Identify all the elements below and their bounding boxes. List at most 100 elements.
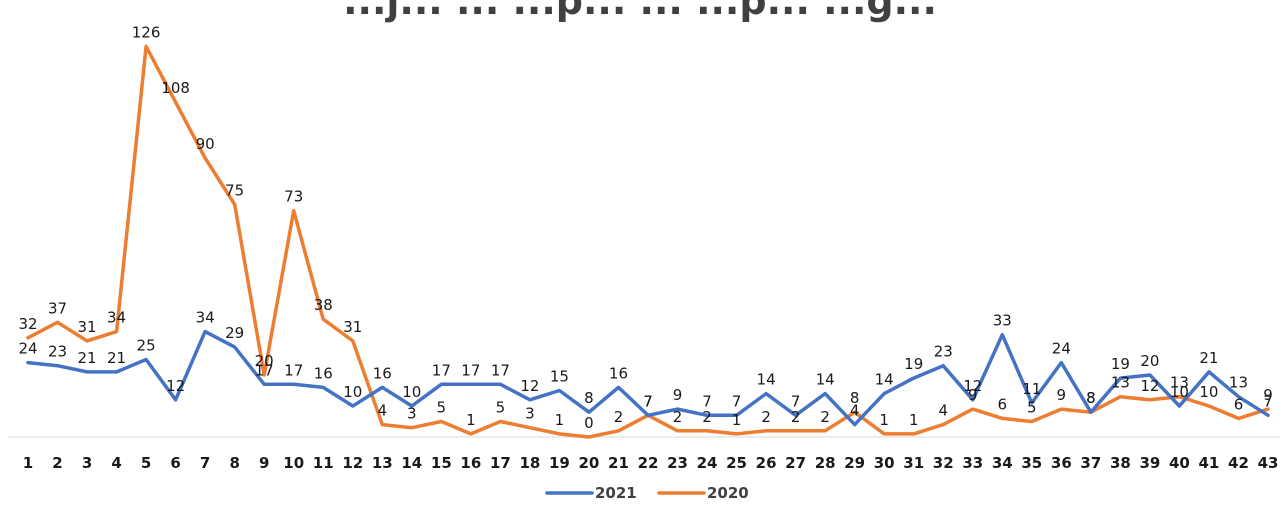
data-label-2020: 10 — [1199, 383, 1218, 401]
data-label-2020: 1 — [909, 411, 919, 429]
data-label-2021: 24 — [1052, 340, 1071, 358]
data-label-2020: 4 — [938, 402, 948, 420]
data-label-2021: 14 — [816, 371, 835, 389]
series-layer — [26, 44, 1270, 439]
data-label-2021: 17 — [491, 361, 510, 379]
data-label-2021: 34 — [196, 309, 215, 327]
x-tick-label: 32 — [933, 454, 954, 472]
x-tick-label: 3 — [82, 454, 92, 472]
x-tick-label: 41 — [1199, 454, 1220, 472]
data-label-2020: 0 — [584, 414, 594, 432]
data-label-2020: 13 — [1111, 374, 1130, 392]
x-tick-label: 10 — [283, 454, 304, 472]
x-tick-label: 36 — [1051, 454, 1072, 472]
data-label-2020: 2 — [761, 408, 771, 426]
data-label-2021: 21 — [78, 349, 97, 367]
x-tick-label: 34 — [992, 454, 1013, 472]
legend-label-2021: 2021 — [595, 484, 637, 501]
data-label-2020: 2 — [702, 408, 712, 426]
data-label-2021: 19 — [1111, 355, 1130, 373]
x-tick-label: 16 — [460, 454, 481, 472]
x-tick-label: 14 — [401, 454, 422, 472]
data-label-2020: 2 — [820, 408, 830, 426]
x-tick-label: 21 — [608, 454, 629, 472]
x-tick-label: 20 — [579, 454, 600, 472]
data-label-2021: 17 — [461, 361, 480, 379]
data-label-2020: 5 — [437, 399, 447, 417]
x-tick-label: 26 — [756, 454, 777, 472]
data-label-2020: 75 — [225, 182, 244, 200]
data-label-2021: 10 — [402, 383, 421, 401]
data-label-2021: 14 — [757, 371, 776, 389]
data-label-2020: 31 — [343, 318, 362, 336]
data-label-2021: 4 — [850, 402, 860, 420]
data-label-2020: 2 — [614, 408, 624, 426]
data-label-2020: 9 — [1057, 386, 1067, 404]
x-tick-label: 15 — [431, 454, 452, 472]
data-label-2020: 12 — [1140, 377, 1159, 395]
x-tick-label: 30 — [874, 454, 895, 472]
data-label-2020: 9 — [1263, 386, 1273, 404]
x-tick-label: 4 — [111, 454, 121, 472]
data-label-2020: 3 — [407, 405, 417, 423]
data-label-2021: 8 — [1086, 389, 1096, 407]
data-label-2020: 126 — [132, 23, 161, 41]
x-tick-label: 28 — [815, 454, 836, 472]
data-label-2020: 38 — [314, 296, 333, 314]
data-label-2020: 34 — [107, 309, 126, 327]
data-label-2020: 9 — [968, 386, 978, 404]
data-label-2021: 14 — [875, 371, 894, 389]
data-label-2020: 1 — [732, 411, 742, 429]
x-tick-label: 42 — [1228, 454, 1249, 472]
data-label-2021: 24 — [18, 340, 37, 358]
data-label-2021: 7 — [791, 392, 801, 410]
x-tick-layer: 1 2 3 4 5 6 7 8 9 10 11 12 13 14 15 16 17 18 19 20 21 22 23 24 2… — [23, 454, 1279, 472]
legend: 2021 2020 — [545, 484, 749, 502]
data-label-2021: 7 — [702, 392, 712, 410]
data-label-2020: 13 — [1170, 374, 1189, 392]
data-label-2021: 7 — [1263, 392, 1273, 410]
data-label-2020: 31 — [78, 318, 97, 336]
data-label-2021: 17 — [255, 361, 274, 379]
data-label-2021: 21 — [1199, 349, 1218, 367]
data-label-2020: 7 — [643, 392, 653, 410]
data-label-2021: 25 — [137, 337, 156, 355]
data-label-2021: 9 — [673, 386, 683, 404]
x-tick-label: 22 — [638, 454, 659, 472]
data-label-2021: 16 — [609, 364, 628, 382]
data-label-2021: 16 — [314, 364, 333, 382]
x-tick-label: 40 — [1169, 454, 1190, 472]
data-label-2021: 10 — [343, 383, 362, 401]
series-line-2020 — [26, 44, 1270, 439]
x-tick-label: 18 — [519, 454, 540, 472]
series-line-2021 — [26, 329, 1270, 427]
x-tick-label: 9 — [259, 454, 269, 472]
data-label-2021: 21 — [107, 349, 126, 367]
data-label-2020: 1 — [879, 411, 889, 429]
data-label-2020: 2 — [791, 408, 801, 426]
x-tick-label: 25 — [726, 454, 747, 472]
x-tick-label: 7 — [200, 454, 210, 472]
data-label-2021: 19 — [904, 355, 923, 373]
data-label-2020: 8 — [850, 389, 860, 407]
x-tick-label: 43 — [1258, 454, 1279, 472]
x-tick-label: 24 — [697, 454, 718, 472]
data-label-2021: 12 — [166, 377, 185, 395]
x-tick-label: 39 — [1139, 454, 1160, 472]
data-label-2020: 4 — [378, 402, 388, 420]
x-tick-label: 23 — [667, 454, 688, 472]
x-tick-label: 8 — [229, 454, 239, 472]
legend-label-2020: 2020 — [707, 484, 749, 501]
data-label-2020: 90 — [196, 135, 215, 153]
x-tick-label: 31 — [903, 454, 924, 472]
x-tick-label: 38 — [1110, 454, 1131, 472]
data-label-2021: 12 — [963, 377, 982, 395]
x-tick-label: 6 — [170, 454, 180, 472]
data-label-2021: 10 — [1170, 383, 1189, 401]
data-label-2020: 6 — [998, 395, 1008, 413]
data-label-2020: 32 — [18, 315, 37, 333]
data-label-2020: 73 — [284, 188, 303, 206]
